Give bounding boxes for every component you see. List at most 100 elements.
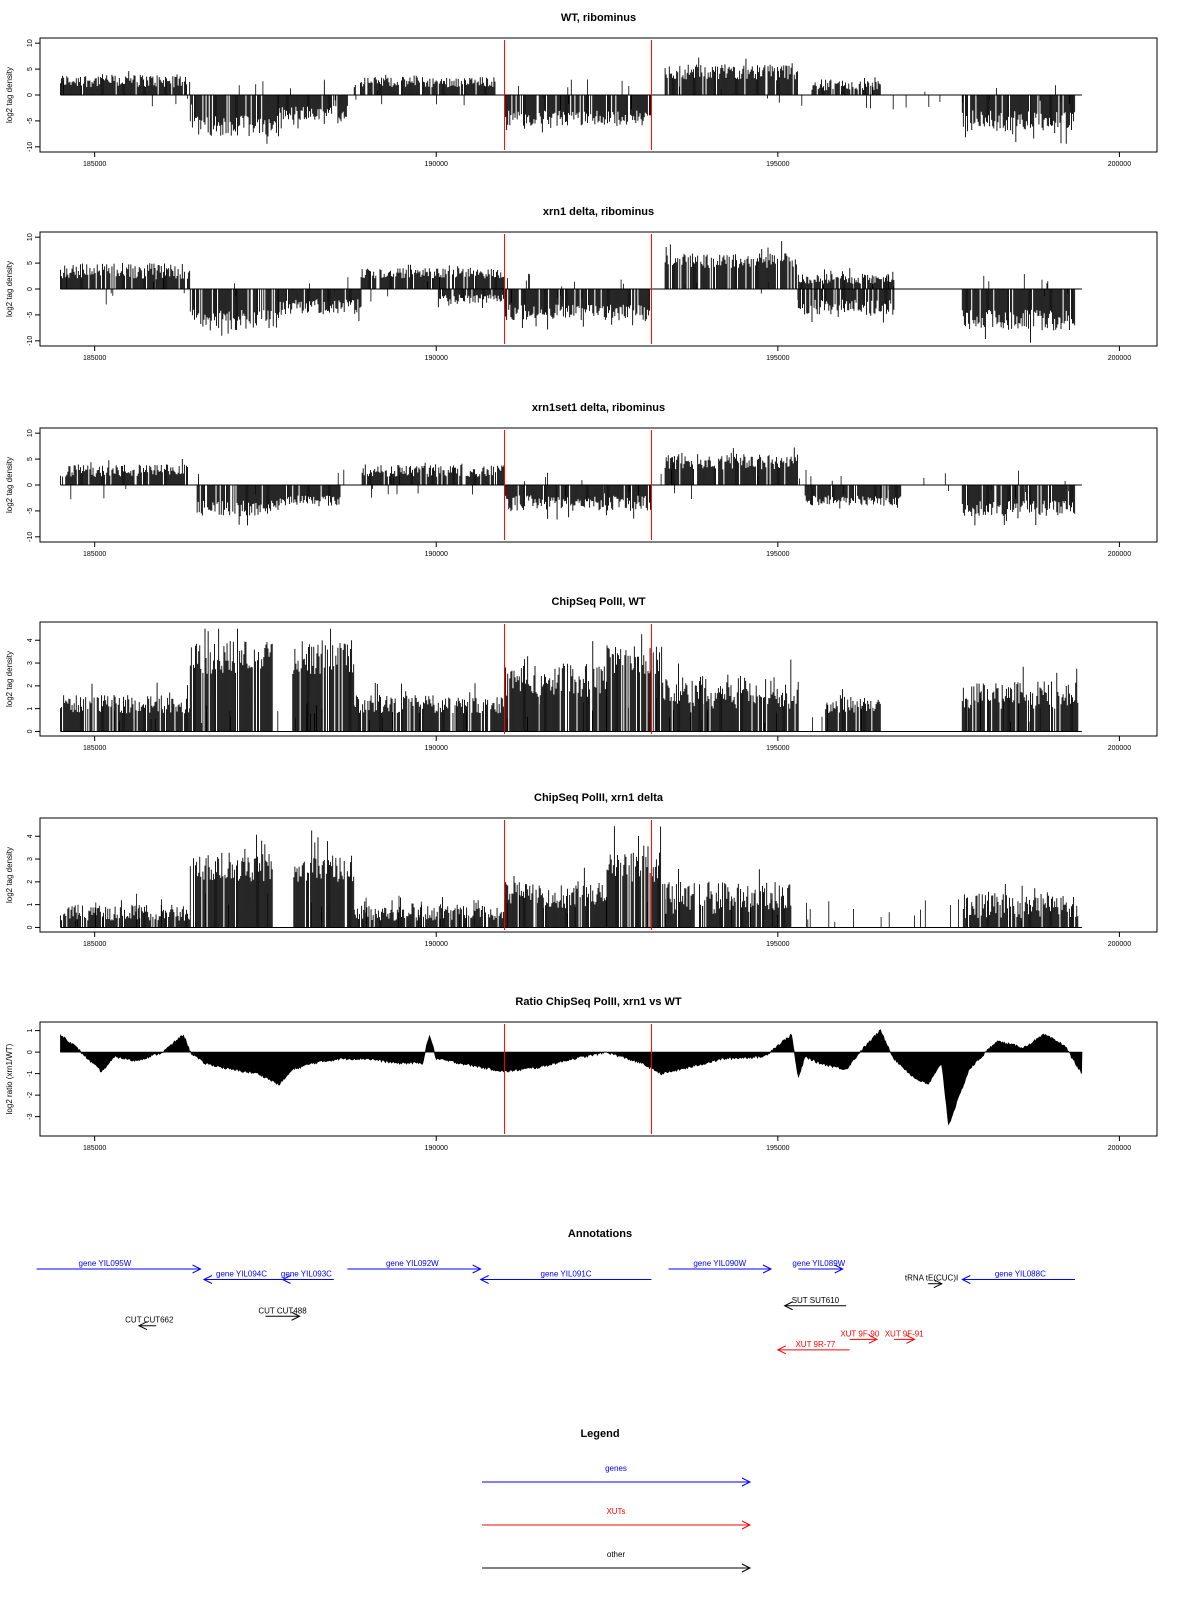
feature-label: gene YIL090W [693, 1259, 746, 1268]
x-tick-label: 190000 [425, 745, 448, 752]
y-tick-label: -10 [27, 336, 34, 346]
y-axis-label: log2 ratio (xrn1/WT) [5, 1043, 14, 1114]
chart-title: xrn1set1 delta, ribominus [532, 402, 665, 414]
y-tick-label: 10 [27, 39, 34, 47]
annotation-feature: SUT SUT610 [783, 1296, 847, 1311]
annotation-feature: XUT 9F-90 [840, 1329, 880, 1344]
annotation-feature: gene YIL093C [281, 1270, 334, 1284]
x-tick-label: 190000 [425, 551, 448, 558]
annotations-panel: Annotations gene YIL095W gene YIL094C gene … [36, 1228, 1076, 1355]
y-tick-label: -3 [27, 1113, 34, 1119]
chart-title: ChipSeq PolII, xrn1 delta [534, 792, 664, 804]
feature-label: tRNA tE(CUC)I [905, 1274, 958, 1283]
signal-bars [60, 447, 1076, 526]
x-tick-label: 185000 [83, 941, 106, 948]
chart-panel-3: xrn1set1 delta, ribominus log2 tag densit… [5, 402, 1158, 558]
feature-label: CUT CUT662 [125, 1316, 174, 1325]
feature-label: SUT SUT610 [792, 1296, 840, 1305]
signal-bars [60, 628, 1079, 732]
y-tick-label: -1 [27, 1070, 34, 1076]
arrowhead-icon [192, 1264, 202, 1274]
feature-label: gene YIL089W [792, 1259, 845, 1268]
feature-label: gene YIL092W [386, 1259, 439, 1268]
feature-label: XUT 9R-77 [795, 1340, 835, 1349]
chart-panel-1: WT, ribominus log2 tag density 10 5 0 -5 -10 18… [5, 12, 1158, 168]
feature-label: gene YIL094C [216, 1270, 267, 1279]
y-tick-label: 0 [27, 287, 34, 291]
feature-label: gene YIL095W [79, 1259, 132, 1268]
chart-panel-4: ChipSeq PolII, WT log2 tag density 4 3 2 1 0 18… [5, 596, 1158, 752]
x-tick-label: 195000 [766, 1145, 789, 1152]
arrowhead-icon [137, 1321, 148, 1331]
plot-frame [39, 817, 1158, 933]
y-tick-label: 1 [27, 707, 34, 711]
signal-spikes [63, 79, 1071, 110]
x-tick-label: 190000 [425, 355, 448, 362]
signal-spikes [75, 893, 1023, 928]
chart-title: WT, ribominus [561, 12, 636, 24]
x-tick-label: 185000 [83, 1145, 106, 1152]
signal-spikes [70, 469, 1070, 501]
arrowhead-icon [776, 1345, 787, 1355]
y-tick-label: 2 [27, 880, 34, 884]
arrowhead-icon [202, 1275, 213, 1284]
y-axis-label: log2 tag density [5, 651, 14, 707]
annotation-feature: gene YIL089W [792, 1259, 846, 1274]
legend-entry: other [482, 1550, 752, 1573]
x-tick-label: 185000 [83, 161, 106, 168]
y-tick-label: 4 [27, 834, 34, 838]
signal-bars [60, 57, 1076, 144]
annotation-feature: CUT CUT662 [125, 1316, 174, 1331]
y-tick-label: -5 [27, 312, 34, 318]
arrowhead-icon [479, 1275, 489, 1284]
y-tick-label: 5 [27, 457, 34, 461]
feature-label: XUT 9F-90 [840, 1329, 880, 1338]
x-tick-label: 195000 [766, 355, 789, 362]
x-tick-label: 200000 [1108, 745, 1131, 752]
signal-bars [60, 826, 1079, 928]
legend-title: Legend [580, 1428, 619, 1440]
x-tick-label: 200000 [1108, 161, 1131, 168]
y-axis-label: log2 tag density [5, 847, 14, 903]
x-tick-label: 200000 [1108, 551, 1131, 558]
arrowhead-icon [741, 1563, 752, 1573]
annotation-feature: gene YIL091C [479, 1270, 652, 1284]
y-tick-label: 0 [27, 729, 34, 733]
x-tick-label: 190000 [425, 161, 448, 168]
signal-spikes [66, 273, 1069, 305]
chart-title: Ratio ChipSeq PolII, xrn1 vs WT [515, 996, 682, 1008]
feature-label: gene YIL088C [995, 1270, 1046, 1279]
x-tick-label: 200000 [1108, 941, 1131, 948]
x-tick-label: 185000 [83, 355, 106, 362]
x-tick-label: 195000 [766, 941, 789, 948]
feature-label: gene YIL093C [281, 1270, 332, 1279]
arrowhead-icon [741, 1520, 752, 1530]
ratio-area [60, 1029, 1083, 1126]
y-tick-label: -5 [27, 508, 34, 514]
plot-frame [39, 1021, 1158, 1137]
chart-title: xrn1 delta, ribominus [543, 206, 654, 218]
y-axis-label: log2 tag density [5, 67, 14, 123]
y-tick-label: 10 [27, 233, 34, 241]
legend-panel: Legend genes XUTs other [482, 1428, 752, 1573]
arrowhead-icon [933, 1279, 943, 1289]
chart-panel-5: ChipSeq PolII, xrn1 delta log2 tag densit… [5, 792, 1158, 948]
annotation-feature: gene YIL088C [961, 1270, 1076, 1284]
y-tick-label: 3 [27, 661, 34, 665]
y-tick-label: 0 [27, 1050, 34, 1054]
x-tick-label: 190000 [425, 1145, 448, 1152]
feature-label: gene YIL091C [541, 1270, 592, 1279]
signal-spikes [114, 697, 1041, 732]
annotation-feature: gene YIL095W [36, 1259, 202, 1274]
y-tick-label: -10 [27, 142, 34, 152]
arrowhead-icon [906, 1334, 916, 1344]
arrowhead-icon [291, 1311, 301, 1321]
y-tick-label: -5 [27, 118, 34, 124]
y-axis-label: log2 tag density [5, 261, 14, 317]
arrowhead-icon [834, 1264, 844, 1274]
y-tick-label: 5 [27, 261, 34, 265]
y-axis-label: log2 tag density [5, 457, 14, 513]
y-tick-label: 5 [27, 67, 34, 71]
annotation-feature: gene YIL092W [347, 1259, 482, 1274]
